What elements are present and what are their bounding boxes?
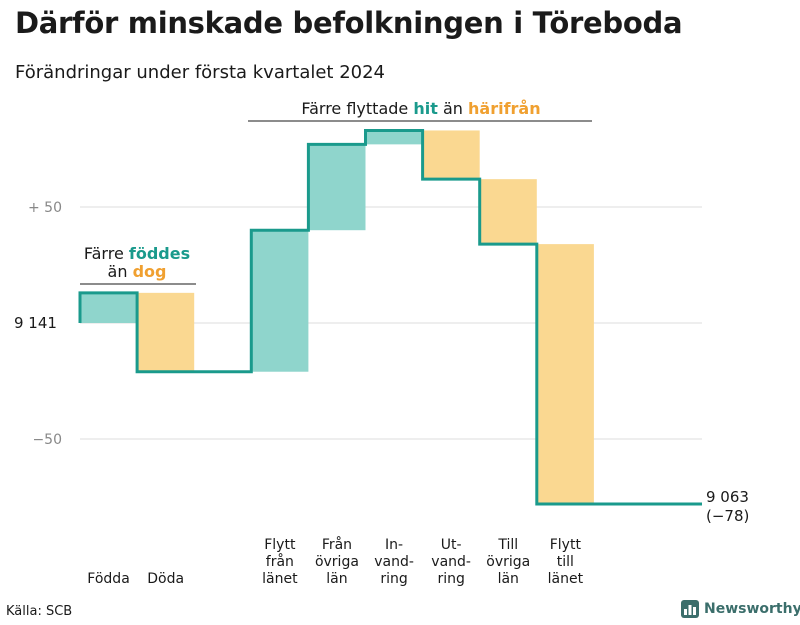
births-annotation-emph1: föddes	[129, 244, 190, 263]
category-label: övriga	[486, 554, 530, 570]
births-annotation-line1: Färre föddes	[84, 244, 190, 263]
bar-födda	[80, 292, 138, 323]
category-label: från	[266, 553, 294, 570]
category-label: Döda	[147, 571, 184, 587]
y-tick-label: + 50	[28, 200, 62, 216]
category-label: län	[498, 571, 519, 587]
y-tick-label: −50	[32, 432, 62, 448]
category-label: vand-	[431, 554, 471, 570]
category-label: Ut-	[441, 537, 462, 553]
category-label: länet	[262, 571, 298, 587]
annotations: Färre föddes än dog Färre flyttade hit ä…	[80, 99, 592, 285]
category-label: Flytt	[550, 537, 582, 553]
births-annotation-text2: än	[108, 262, 128, 281]
migration-annotation-text1: Färre flyttade	[301, 99, 408, 118]
category-label: ring	[380, 571, 407, 587]
category-label: Från	[322, 536, 352, 553]
step-line	[78, 128, 702, 506]
start-value-label: 9 141	[14, 314, 57, 332]
category-label: Flytt	[264, 537, 296, 553]
bar-ut-vand-ring	[422, 130, 480, 180]
cumulative-step-line	[78, 128, 702, 506]
chart-title: Därför minskade befolkningen i Töreboda	[15, 6, 683, 40]
category-label: till	[557, 554, 574, 570]
category-label: ring	[437, 571, 464, 587]
migration-annotation-text2: än	[443, 99, 463, 118]
category-label: län	[326, 571, 347, 587]
bar-döda	[137, 292, 195, 372]
brand-name: Newsworthy	[704, 601, 800, 617]
end-change-label: (−78)	[706, 507, 749, 525]
bar-flytt-till-länet	[536, 244, 594, 504]
bar-chart-logo-icon	[681, 600, 699, 618]
chart-subtitle: Förändringar under första kvartalet 2024	[15, 62, 386, 83]
source-note: Källa: SCB	[6, 604, 73, 619]
category-label: övriga	[315, 554, 359, 570]
births-annotation-line2: än dog	[108, 262, 167, 281]
births-annotation-text1: Färre	[84, 244, 124, 263]
migration-annotation-emph1: hit	[413, 99, 438, 118]
bar-flytt-från-länet	[251, 230, 309, 372]
bars	[80, 130, 594, 504]
bar-in-vand-ring	[365, 130, 423, 145]
category-label: vand-	[374, 554, 414, 570]
migration-annotation: Färre flyttade hit än härifrån	[301, 99, 540, 118]
migration-annotation-emph2: härifrån	[468, 99, 541, 118]
category-label: Födda	[87, 571, 129, 587]
births-annotation-emph2: dog	[133, 262, 167, 281]
brand-logo: Newsworthy	[681, 600, 800, 618]
category-label: länet	[548, 571, 584, 587]
category-label: Till	[497, 537, 518, 553]
bar-till-övriga-län	[479, 179, 537, 245]
end-value-label: 9 063	[706, 488, 749, 506]
category-label: In-	[385, 537, 403, 553]
bar-från-övriga-län	[308, 144, 366, 231]
